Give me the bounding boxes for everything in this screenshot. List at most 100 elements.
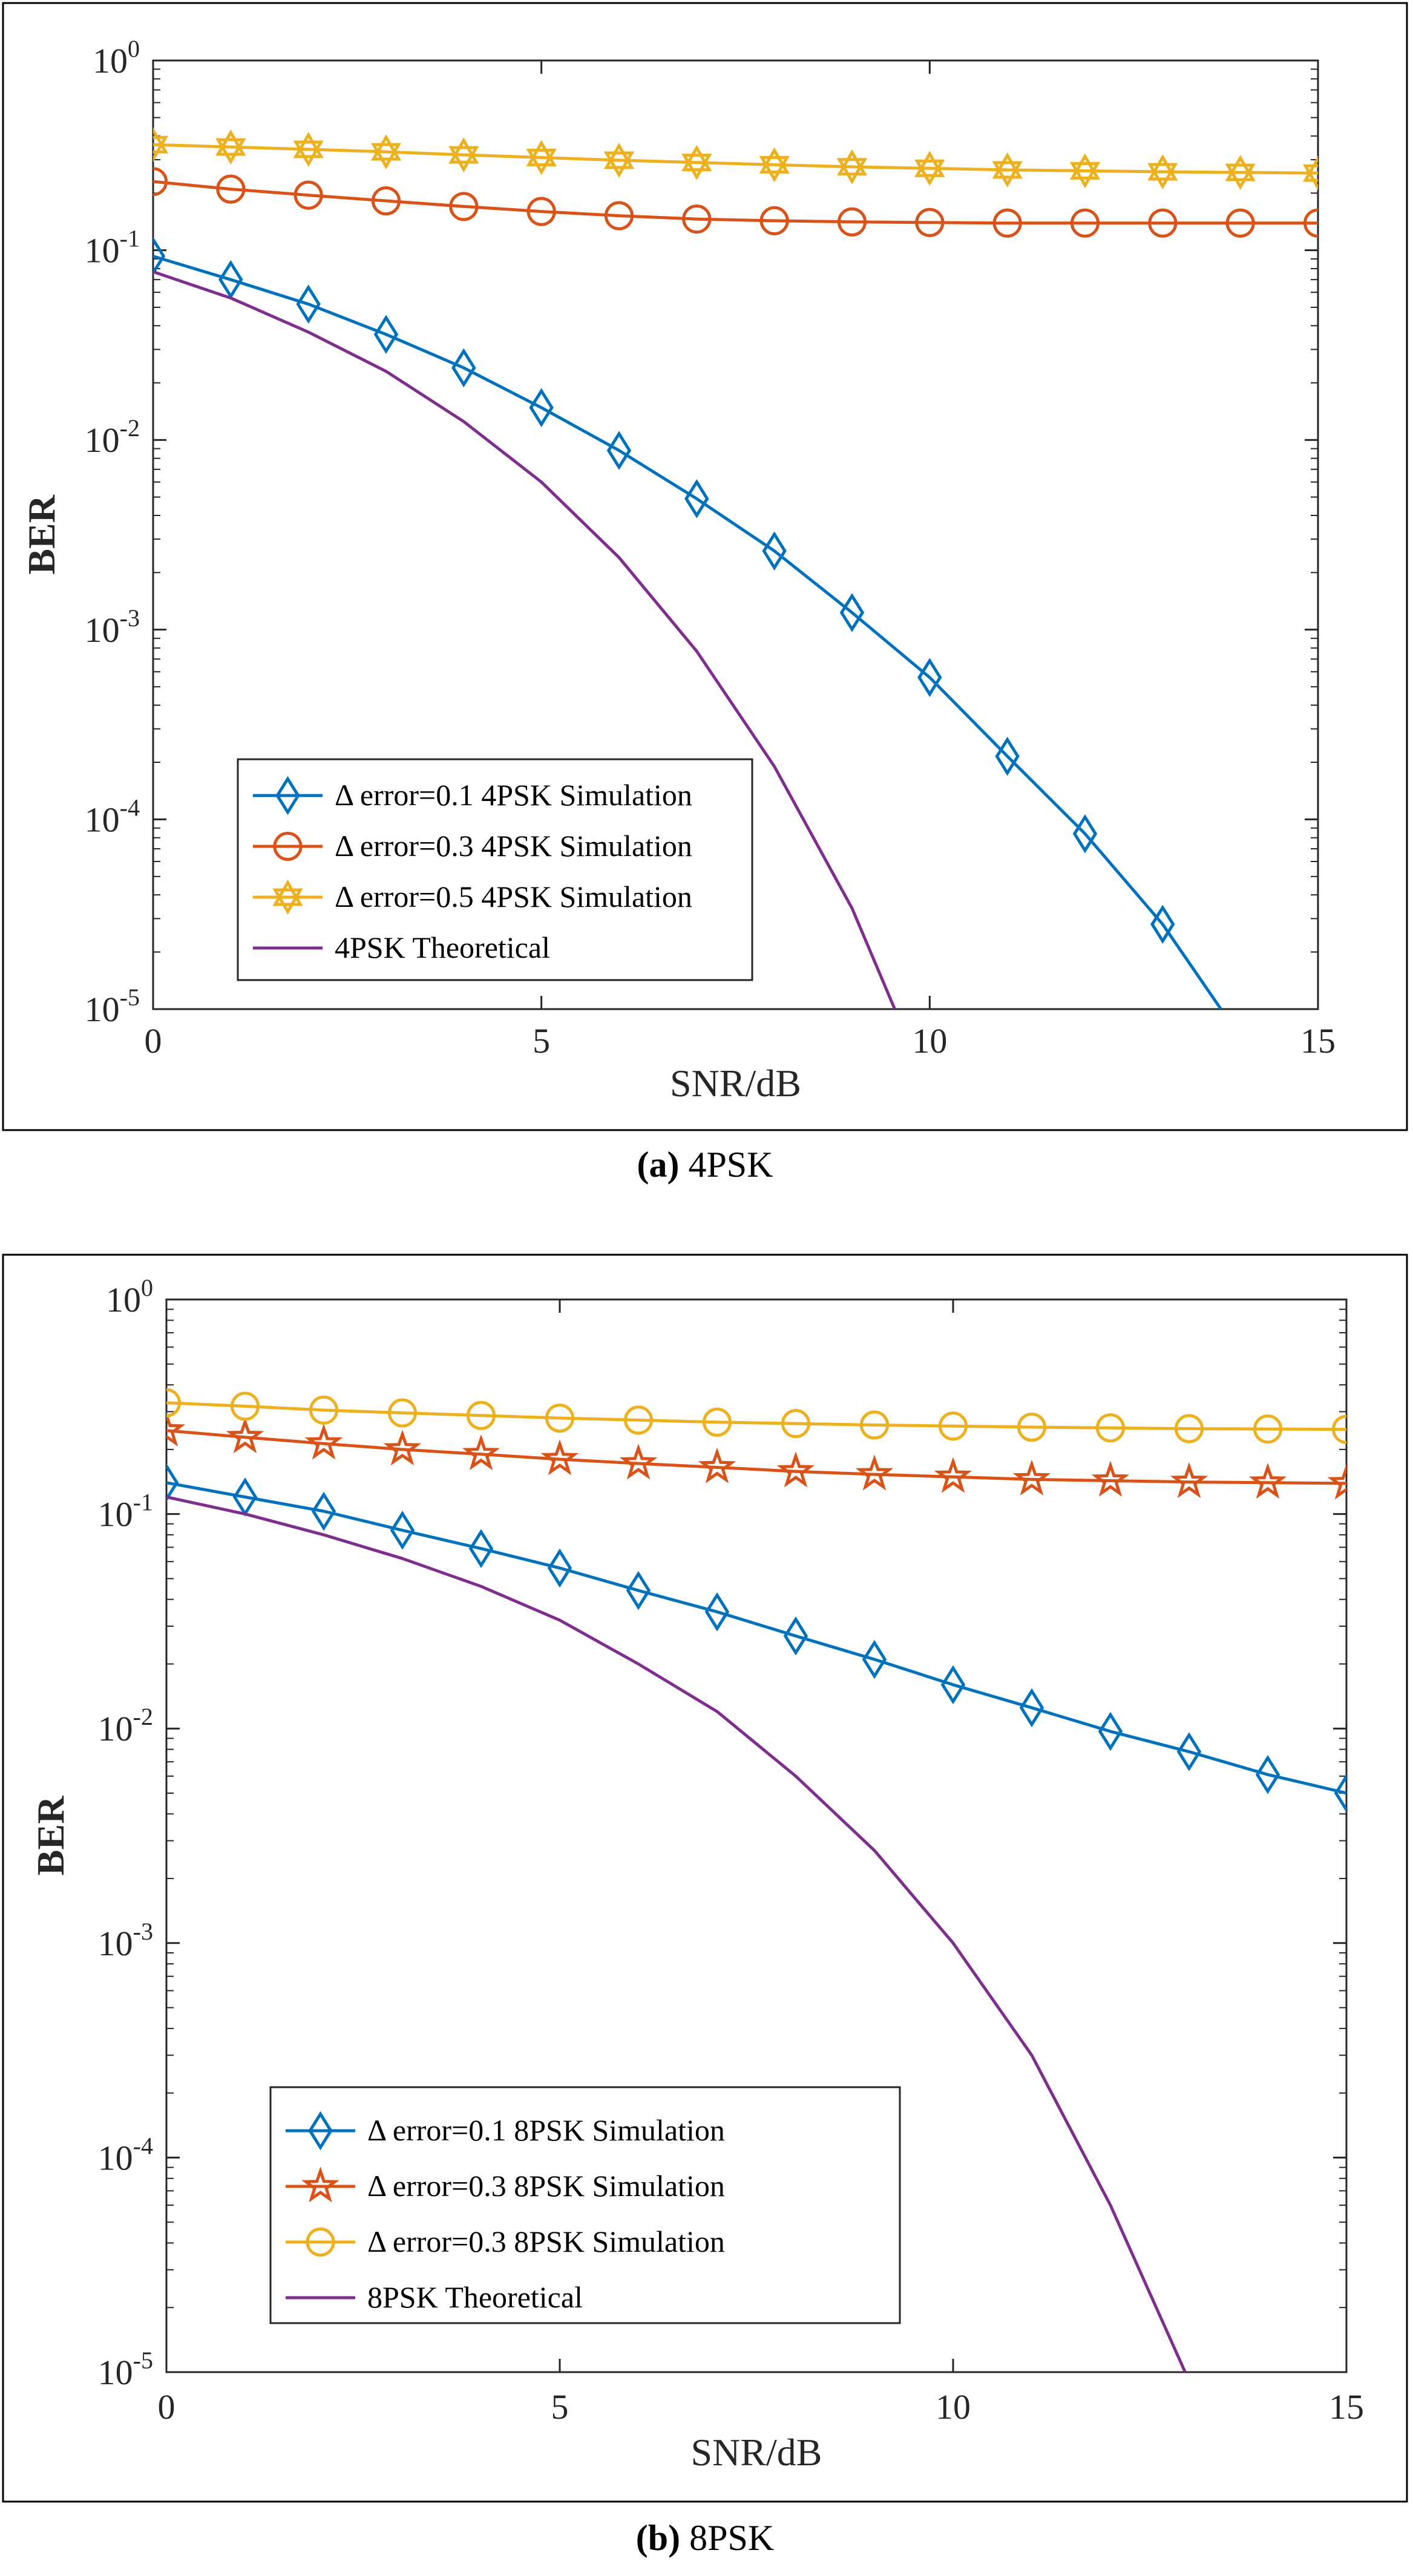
data-point	[311, 1491, 336, 1531]
y-tick-label: 10-4	[85, 794, 140, 839]
data-point	[1303, 208, 1318, 238]
legend-item: 4PSK Theoretical	[253, 930, 550, 964]
legend-label: Δ error=0.1 8PSK Simulation	[367, 2113, 725, 2147]
data-point	[373, 315, 399, 355]
data-point	[995, 736, 1020, 776]
series-line	[166, 1429, 1346, 1485]
data-point	[1069, 153, 1101, 189]
data-point	[1070, 208, 1100, 238]
data-point	[836, 149, 868, 185]
data-point	[545, 1403, 575, 1433]
legend-label: Δ error=0.3 8PSK Simulation	[367, 2225, 725, 2258]
chart-panel-b: 100 10-1 10-2 10-3 10-4 10-50 5 10 15 SNR/dB BER Δ …	[2, 1254, 1408, 2558]
data-point	[702, 1407, 732, 1437]
data-point	[1012, 1459, 1051, 1496]
legend-label: Δ error=0.3 8PSK Simulation	[367, 2169, 725, 2203]
data-point	[304, 1424, 343, 1460]
y-tick-label: 100	[93, 35, 140, 80]
series-group	[166, 1388, 1346, 2372]
y-axis: 100 10-1 10-2 10-3 10-4 10-5	[98, 1274, 1346, 2392]
y-tick-label: 10-2	[85, 414, 140, 460]
data-point	[684, 479, 709, 518]
data-point	[1072, 814, 1098, 854]
data-point	[682, 204, 712, 234]
data-point	[917, 658, 942, 698]
legend-item: Δ error=0.1 8PSK Simulation	[286, 2111, 725, 2151]
data-point	[759, 147, 790, 183]
data-point	[153, 237, 166, 276]
y-tick-label: 10-3	[85, 604, 140, 650]
series-4	[166, 1496, 1187, 2372]
data-point	[1327, 1463, 1346, 1500]
y-tick-label: 10-5	[85, 984, 140, 1029]
data-point	[1302, 155, 1318, 191]
data-point	[371, 186, 401, 216]
data-point	[1091, 1460, 1130, 1497]
data-point	[387, 1398, 418, 1428]
legend-marker	[273, 831, 303, 861]
figure-caption: (b) 8PSK	[636, 2518, 774, 2558]
series-line	[166, 1496, 1187, 2372]
series-2	[153, 167, 1318, 238]
legend-item: Δ error=0.3 4PSK Simulation	[253, 829, 692, 863]
data-point	[623, 1405, 654, 1435]
data-point	[776, 1451, 815, 1488]
y-axis-label: BER	[20, 494, 63, 574]
data-point	[992, 152, 1023, 188]
figure-frame	[2, 2, 1408, 1131]
data-point	[859, 1410, 890, 1440]
series-line	[153, 270, 896, 1009]
data-point	[839, 593, 865, 632]
legend-label: 8PSK Theoretical	[367, 2280, 583, 2314]
series-3	[153, 127, 1318, 191]
legend-item: Δ error=0.5 4PSK Simulation	[253, 880, 692, 915]
data-point	[293, 131, 324, 167]
data-point	[226, 1417, 264, 1454]
y-tick-label: 100	[106, 1274, 153, 1319]
data-point	[466, 1401, 496, 1430]
data-point	[540, 1439, 579, 1476]
legend-item: Δ error=0.3 8PSK Simulation	[286, 2166, 725, 2203]
data-point	[1095, 1413, 1126, 1443]
data-point	[704, 1592, 730, 1632]
y-axis: 100 10-1 10-2 10-3 10-4 10-5	[85, 35, 1318, 1029]
legend-item: Δ error=0.3 8PSK Simulation	[286, 2225, 725, 2258]
y-tick-label: 10-5	[98, 2347, 153, 2392]
chart-panel-a: 100 10-1 10-2 10-3 10-4 10-50 5 10 15 SNR/dB BER Δ …	[2, 2, 1408, 1185]
data-point	[915, 208, 945, 237]
data-point	[448, 137, 479, 172]
data-point	[606, 431, 632, 470]
y-axis-label: BER	[29, 1796, 72, 1875]
legend-label: 4PSK Theoretical	[335, 930, 550, 964]
data-point	[390, 1511, 415, 1550]
legend-item: 8PSK Theoretical	[286, 2280, 583, 2314]
data-point	[230, 1391, 260, 1421]
data-point	[604, 201, 634, 230]
series-4	[153, 270, 896, 1009]
x-tick-label: 15	[1300, 1021, 1336, 1061]
legend-marker	[275, 776, 300, 816]
data-point	[468, 1529, 494, 1569]
series-group	[153, 127, 1318, 1009]
figure-caption: (a) 4PSK	[637, 1145, 773, 1185]
x-tick-label: 15	[1329, 2387, 1364, 2427]
data-point	[1170, 1462, 1208, 1499]
data-point	[218, 260, 243, 299]
legend-label: Δ error=0.1 4PSK Simulation	[335, 778, 692, 812]
data-point	[309, 1395, 339, 1425]
data-point	[1225, 208, 1255, 238]
data-point	[383, 1430, 422, 1466]
x-tick-label: 10	[912, 1021, 947, 1061]
x-axis: 0 5 10 15	[145, 60, 1336, 1061]
y-tick-label: 10-3	[98, 1918, 153, 1963]
series-1	[166, 1463, 1346, 1813]
data-point	[992, 208, 1022, 238]
data-point	[215, 129, 246, 165]
x-tick-label: 5	[533, 1021, 550, 1061]
x-tick-label: 10	[936, 2387, 971, 2427]
data-point	[529, 388, 554, 428]
data-point	[526, 197, 556, 226]
legend-label: Δ error=0.3 4PSK Simulation	[335, 829, 692, 863]
x-axis: 0 5 10 15	[158, 1299, 1364, 2427]
